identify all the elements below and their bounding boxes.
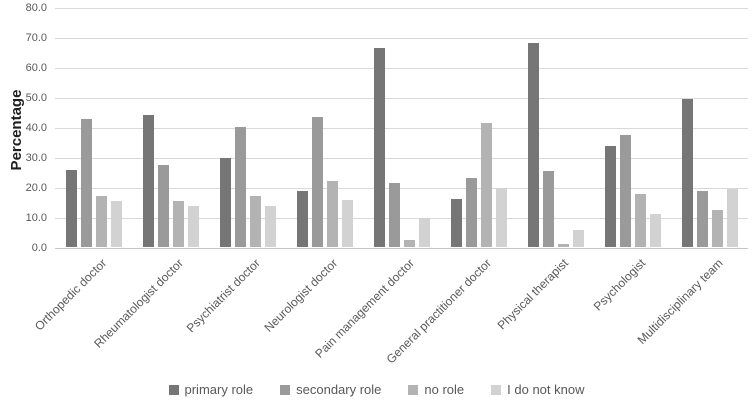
legend: primary role secondary role no role I do no… [0, 382, 753, 397]
gridline [55, 218, 748, 219]
legend-item: primary role [168, 382, 254, 397]
bar [173, 201, 184, 247]
bar [605, 146, 616, 247]
bar [143, 115, 154, 247]
legend-marker [491, 384, 502, 395]
bar [158, 165, 169, 247]
gridline [55, 248, 748, 249]
bar [481, 123, 492, 247]
legend-item: I do not know [491, 382, 584, 397]
y-axis-title: Percentage [8, 89, 25, 171]
legend-label: I do not know [507, 382, 585, 397]
bar [496, 188, 507, 247]
gridline [55, 128, 748, 129]
x-axis-label: Neurologist doctor [261, 256, 341, 335]
gridline [55, 8, 748, 9]
x-axis-label: Rheumatologist doctor [91, 256, 187, 351]
bar [66, 170, 77, 247]
legend-marker [280, 384, 291, 395]
bar [188, 206, 199, 247]
bar [342, 200, 353, 247]
y-tick-label: 20.0 [25, 182, 47, 194]
bar [528, 43, 539, 247]
bar [558, 244, 569, 247]
legend-label: primary role [184, 382, 254, 397]
bar [220, 158, 231, 247]
bar [650, 214, 661, 247]
plot-area: 80.0 70.0 60.0 50.0 40.0 30.0 20.0 10.0 0.0 Ortho… [26, 2, 748, 366]
bar [312, 117, 323, 247]
gridline [55, 98, 748, 99]
bar [96, 196, 107, 247]
bar [573, 230, 584, 247]
legend-marker [408, 384, 419, 395]
gridline [55, 188, 748, 189]
y-tick-label: 60.0 [25, 62, 47, 74]
legend-marker [168, 384, 179, 395]
bar [81, 119, 92, 247]
x-axis-label: Physical therapist [494, 256, 572, 333]
y-tick-label: 30.0 [25, 152, 47, 164]
x-axis-label: Orthopedic doctor [32, 256, 110, 334]
gridline [55, 68, 748, 69]
bar [543, 171, 554, 247]
bar [389, 183, 400, 247]
y-tick-label: 50.0 [25, 92, 47, 104]
legend-label: secondary role [296, 382, 382, 397]
y-tick-label: 40.0 [25, 122, 47, 134]
gridline [55, 158, 748, 159]
bar [265, 206, 276, 247]
bar [712, 210, 723, 247]
bar [419, 218, 430, 247]
y-tick-label: 0.0 [31, 242, 47, 254]
bar [635, 194, 646, 247]
bar [235, 127, 246, 247]
y-tick-label: 70.0 [25, 32, 47, 44]
bar [727, 189, 738, 247]
bar [250, 196, 261, 247]
gridline [55, 38, 748, 39]
bar [620, 135, 631, 247]
legend-item: no role [408, 382, 464, 397]
bar [404, 240, 415, 247]
legend-item: secondary role [280, 382, 381, 397]
bar [682, 99, 693, 247]
x-axis-label: Psychiatrist doctor [184, 256, 264, 336]
x-axis-label: Multidisciplinary team [634, 256, 726, 348]
bar [451, 199, 462, 247]
bar [327, 181, 338, 247]
y-tick-label: 80.0 [25, 2, 47, 14]
bar [466, 178, 477, 247]
bar [111, 201, 122, 247]
y-tick-label: 10.0 [25, 212, 47, 224]
bar [374, 48, 385, 247]
x-axis-label: Psychologist [590, 256, 649, 314]
legend-label: no role [424, 382, 465, 397]
bar [697, 191, 708, 247]
bar [297, 191, 308, 247]
